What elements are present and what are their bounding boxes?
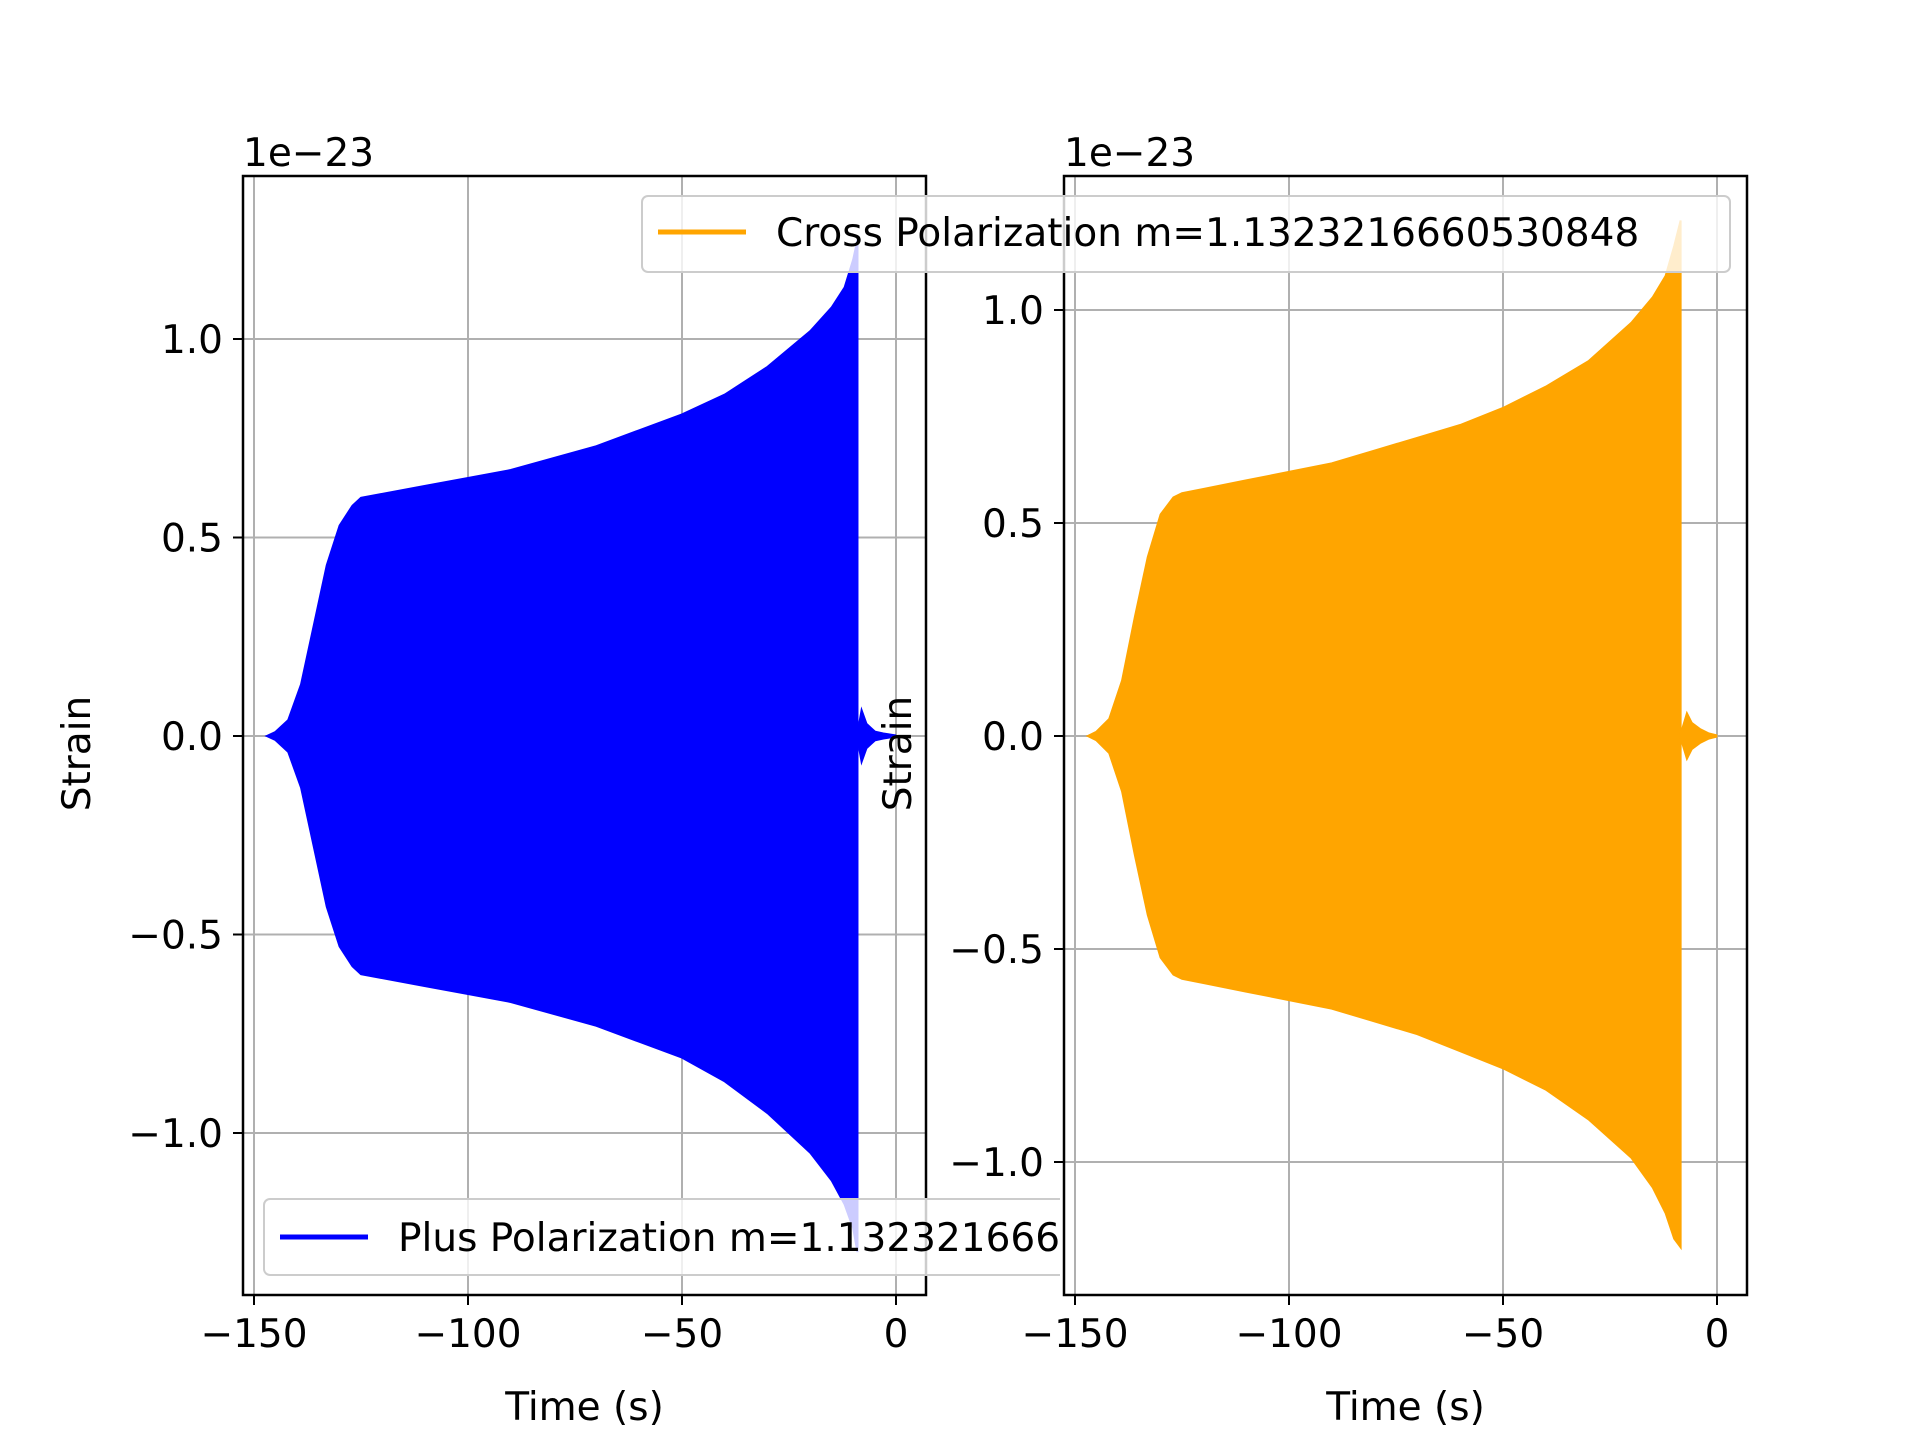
y-tick-label: −1.0 bbox=[128, 1112, 223, 1157]
legend-plus: Plus Polarization m=1.1323216660530848 bbox=[263, 1198, 1234, 1276]
y-tick-label: 0.0 bbox=[161, 715, 223, 760]
y-tick-label: −1.0 bbox=[949, 1141, 1044, 1186]
legend-label-plus: Plus Polarization m=1.1323216660530848 bbox=[398, 1216, 1234, 1261]
ringdown-tail bbox=[1679, 710, 1718, 762]
offset-text: 1e−23 bbox=[243, 131, 374, 176]
plot-area bbox=[1085, 220, 1718, 1251]
x-tick-label: −150 bbox=[200, 1312, 307, 1357]
x-axis-label: Time (s) bbox=[1325, 1385, 1485, 1430]
legend-cross: Cross Polarization m=1.1323216660530848 bbox=[641, 195, 1731, 273]
cross-polarization-panel: −150 −100 −50 0 −1.0 −0.5 0.0 0.5 1.0 1e−23 Time (… bbox=[876, 131, 1749, 1430]
plus-polarization-panel: −150 −100 −50 0 −1.0 −0.5 0.0 0.5 1.0 1e−23 Time (… bbox=[55, 131, 928, 1430]
y-axis-label: Strain bbox=[876, 696, 921, 812]
x-tick-label: −150 bbox=[1021, 1312, 1128, 1357]
ringdown-tail bbox=[855, 706, 897, 766]
x-tick-label: 0 bbox=[1705, 1312, 1730, 1357]
y-tick-label: 1.0 bbox=[982, 289, 1044, 334]
x-axis-label: Time (s) bbox=[504, 1385, 664, 1430]
x-tick-label: 0 bbox=[884, 1312, 909, 1357]
y-tick-label: 0.0 bbox=[982, 715, 1044, 760]
waveform-envelope bbox=[264, 239, 859, 1253]
x-tick-label: −100 bbox=[1235, 1312, 1342, 1357]
legend-frame bbox=[641, 195, 1731, 273]
y-tick-label: 0.5 bbox=[161, 517, 223, 562]
y-tick-label: −0.5 bbox=[949, 928, 1044, 973]
legend-label-cross: Cross Polarization m=1.1323216660530848 bbox=[776, 211, 1639, 256]
legend-frame bbox=[263, 1198, 1060, 1276]
offset-text: 1e−23 bbox=[1064, 131, 1195, 176]
y-tick-label: 0.5 bbox=[982, 502, 1044, 547]
plot-area bbox=[264, 239, 897, 1253]
x-tick-label: −50 bbox=[641, 1312, 723, 1357]
y-tick-label: −0.5 bbox=[128, 914, 223, 959]
x-tick-label: −100 bbox=[414, 1312, 521, 1357]
y-tick-label: 1.0 bbox=[161, 318, 223, 363]
y-axis-label: Strain bbox=[55, 696, 100, 812]
x-tick-label: −50 bbox=[1462, 1312, 1544, 1357]
